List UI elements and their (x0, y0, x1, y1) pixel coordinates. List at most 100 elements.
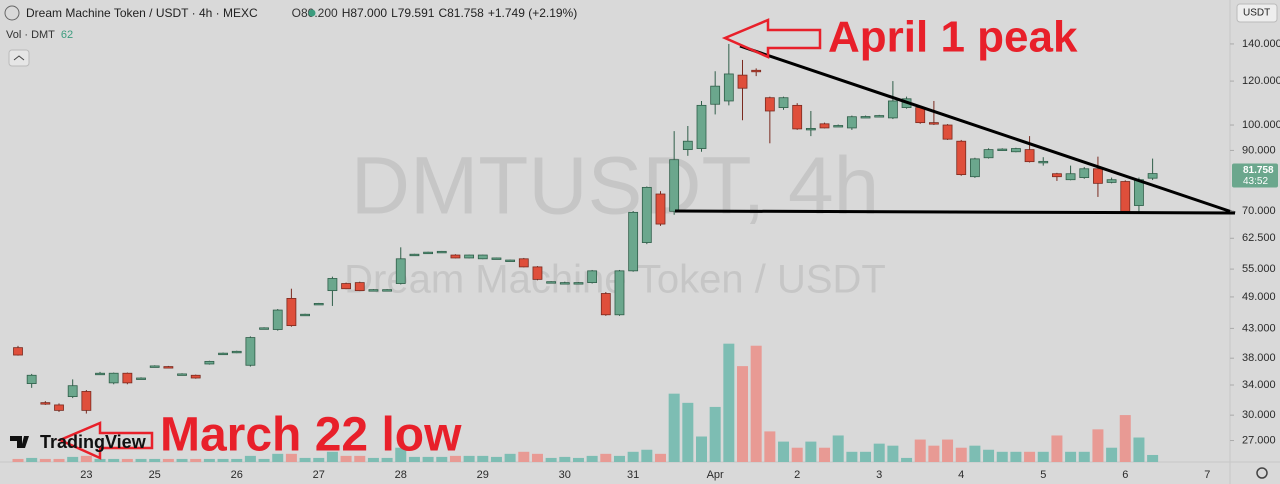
volume-bar (121, 458, 133, 462)
volume-bar (463, 455, 475, 462)
volume-bar (1133, 437, 1145, 462)
volume-bar (39, 458, 51, 462)
header: Dream Machine Token / USDT · 4h · MEXCO8… (26, 6, 577, 20)
candle-body (163, 366, 174, 369)
x-tick-label: 7 (1204, 469, 1210, 481)
candle-body (928, 122, 939, 125)
candle-body (149, 365, 160, 368)
watermark-ticker: DMTUSDT, 4h (351, 141, 880, 232)
ohlc-low: L79.591 (391, 6, 435, 20)
currency: USDT (1243, 8, 1270, 19)
candle-body (122, 372, 133, 384)
currency-button[interactable] (1236, 3, 1278, 23)
x-tick-label: 6 (1122, 469, 1128, 481)
volume-layer (12, 343, 1159, 462)
volume-bar (654, 453, 666, 462)
candle-body (1147, 173, 1158, 179)
low-arrow (56, 421, 154, 460)
candle-body (108, 372, 119, 384)
x-tick-label: 26 (231, 469, 243, 481)
volume-bar (1051, 435, 1063, 462)
candle-body (1079, 168, 1090, 178)
collapse-button[interactable] (8, 49, 30, 67)
candle-body (40, 402, 51, 405)
volume-bar (162, 458, 174, 462)
volume-bar (12, 458, 24, 462)
candle-body (546, 281, 557, 284)
volume-bar (217, 458, 229, 462)
candle-body (1024, 149, 1035, 163)
candle-body (450, 254, 461, 259)
volume-bar (326, 451, 338, 462)
volume-bar (149, 458, 161, 462)
volume-bar (696, 436, 707, 462)
candle-body (423, 251, 434, 255)
support-line (674, 209, 1236, 215)
symbol-icon (4, 5, 20, 21)
candle-body (272, 309, 283, 330)
volume-bar (668, 393, 680, 462)
candle-body (887, 100, 898, 119)
settings-button[interactable] (1256, 467, 1268, 479)
x-tick-label: 3 (876, 469, 882, 481)
volume-bar (299, 457, 311, 462)
volume-bar (258, 458, 270, 462)
y-tick-label: 43.000 (1242, 322, 1276, 334)
candle-body (1011, 148, 1021, 153)
volume-bar (449, 455, 461, 462)
candle-body (177, 373, 187, 376)
candle-body (997, 148, 1008, 151)
volume-bar (80, 455, 92, 462)
candle-body (1093, 168, 1103, 184)
candle-body (245, 337, 256, 366)
candle-body (204, 360, 215, 365)
volume-bar (709, 406, 721, 462)
candle-body (600, 293, 611, 316)
candle-body (874, 115, 885, 118)
volume-bar (272, 453, 284, 462)
volume-bar (354, 455, 366, 462)
volume-bar (1092, 429, 1104, 462)
x-tick-label: Apr (707, 469, 724, 481)
volume-bar (914, 439, 926, 462)
volume-bar (26, 457, 38, 462)
y-tick-label: 55.000 (1242, 263, 1276, 275)
candle-body (833, 125, 844, 128)
candle-body (983, 149, 994, 159)
candle-body (95, 372, 105, 376)
volume-bar (1037, 451, 1049, 462)
candle-body (723, 73, 734, 102)
status-dot (308, 9, 316, 17)
volume-bar (395, 447, 407, 462)
volume-bar (1106, 447, 1118, 462)
x-tick-label: 2 (794, 469, 800, 481)
volume-bar (846, 451, 858, 462)
volume-bar (381, 457, 393, 462)
volume-bar (518, 451, 530, 462)
volume-bar (572, 457, 584, 462)
candle-body (860, 116, 871, 119)
volume-bar (436, 456, 448, 462)
price-tag-value: 81.758 (1243, 165, 1274, 176)
volume-bar (969, 445, 981, 462)
candle-body (313, 303, 324, 306)
candle-body (464, 254, 475, 259)
logo-icon (10, 436, 29, 448)
y-tick-label: 140.000 (1242, 38, 1280, 50)
candle-body (532, 266, 543, 280)
candle-body (764, 97, 775, 112)
volume-bar (805, 441, 817, 462)
volume-bar (1078, 451, 1090, 462)
logo-text: TradingView (40, 432, 147, 452)
candle-body (409, 253, 420, 257)
candle-body (628, 211, 639, 272)
volume-bar (313, 457, 325, 462)
volume-bar (778, 441, 790, 462)
x-tick-label: 4 (958, 469, 964, 481)
candle-body (1038, 160, 1049, 164)
volume-bar (1147, 454, 1159, 462)
volume-bar (860, 451, 872, 462)
